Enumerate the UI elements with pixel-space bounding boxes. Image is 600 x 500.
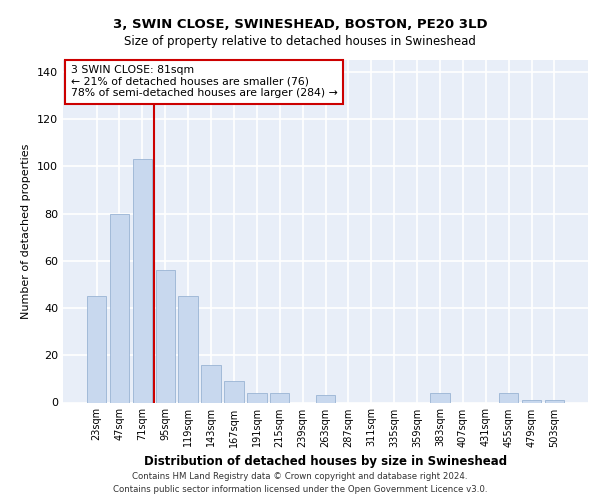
Bar (270, 393, 289, 402)
Bar (87, 296, 106, 403)
X-axis label: Distribution of detached houses by size in Swineshead: Distribution of detached houses by size … (144, 455, 507, 468)
Bar (430, 393, 449, 402)
Bar (155, 270, 175, 402)
Bar (499, 393, 518, 402)
Bar (545, 400, 564, 402)
Bar (110, 214, 129, 402)
Text: 3 SWIN CLOSE: 81sqm
← 21% of detached houses are smaller (76)
78% of semi-detach: 3 SWIN CLOSE: 81sqm ← 21% of detached ho… (71, 65, 338, 98)
Bar (316, 396, 335, 402)
Bar (202, 364, 221, 403)
Bar (247, 393, 266, 402)
Bar (178, 296, 198, 403)
Bar (224, 381, 244, 402)
Text: 3, SWIN CLOSE, SWINESHEAD, BOSTON, PE20 3LD: 3, SWIN CLOSE, SWINESHEAD, BOSTON, PE20 … (113, 18, 487, 30)
Bar (522, 400, 541, 402)
Text: Contains HM Land Registry data © Crown copyright and database right 2024.
Contai: Contains HM Land Registry data © Crown c… (113, 472, 487, 494)
Y-axis label: Number of detached properties: Number of detached properties (22, 144, 31, 319)
Bar (133, 159, 152, 402)
Text: Size of property relative to detached houses in Swineshead: Size of property relative to detached ho… (124, 35, 476, 48)
